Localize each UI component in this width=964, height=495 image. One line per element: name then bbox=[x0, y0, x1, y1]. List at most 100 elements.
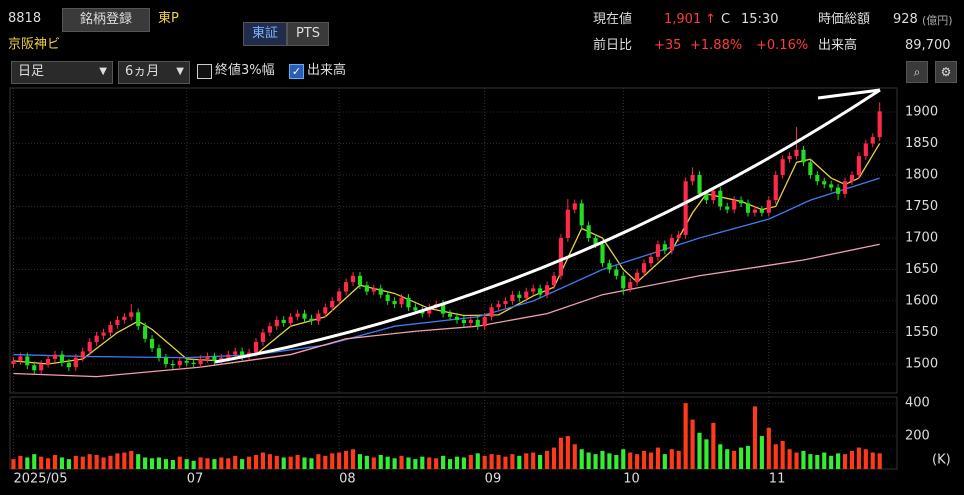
x-tick-label: 07 bbox=[187, 472, 204, 487]
candle-body bbox=[725, 206, 730, 210]
volume-bar bbox=[350, 449, 356, 469]
x-tick-label: 09 bbox=[485, 472, 502, 487]
volume-bar bbox=[849, 450, 855, 469]
volume-bar bbox=[413, 459, 418, 469]
volume-bar bbox=[641, 450, 647, 469]
volume-bar bbox=[461, 457, 466, 469]
candle-body bbox=[877, 111, 882, 138]
volume-bar bbox=[80, 456, 85, 469]
volume-bar bbox=[725, 449, 730, 469]
volume-bar bbox=[551, 447, 557, 469]
candle-body bbox=[815, 174, 820, 182]
candle-body bbox=[676, 234, 681, 238]
volume-bar bbox=[399, 455, 404, 469]
candle-body bbox=[219, 357, 224, 361]
candle-body bbox=[842, 181, 848, 194]
volume-bar bbox=[773, 444, 778, 469]
volume-bar bbox=[697, 432, 702, 469]
volume-bar bbox=[25, 457, 30, 469]
volume-bar bbox=[253, 454, 259, 469]
x-tick-label: 2025/05 bbox=[13, 472, 67, 487]
exchange-tab[interactable]: 東証 bbox=[243, 22, 287, 46]
volume-bar bbox=[593, 454, 598, 469]
checkbox-label: 終値3%幅 bbox=[215, 63, 275, 78]
candle-body bbox=[156, 348, 162, 358]
candle-body bbox=[496, 304, 501, 308]
select-text: 6ヵ月 bbox=[125, 64, 160, 79]
candle-body bbox=[766, 200, 771, 213]
candle-body bbox=[267, 326, 272, 333]
volume-bar bbox=[745, 445, 751, 469]
volume-bar bbox=[371, 457, 376, 469]
volume-bar bbox=[877, 453, 882, 469]
volume-bar bbox=[309, 458, 314, 469]
candle-body bbox=[531, 288, 536, 292]
register-button[interactable]: 銘柄登録 bbox=[62, 8, 150, 32]
checkbox[interactable] bbox=[197, 64, 212, 79]
volume-bar bbox=[441, 455, 446, 469]
volume-bar bbox=[323, 455, 328, 469]
volume-bar bbox=[510, 454, 515, 469]
volume-bar bbox=[600, 450, 605, 469]
candle-body bbox=[593, 237, 598, 245]
candle-body bbox=[39, 364, 44, 371]
range-select[interactable]: 6ヵ月 ▼ bbox=[118, 61, 190, 84]
settings-button[interactable]: ⚙ bbox=[935, 61, 957, 83]
candle-body bbox=[711, 190, 716, 201]
x-tick-label: 08 bbox=[339, 472, 356, 487]
volume-bar bbox=[87, 454, 92, 469]
candle-body bbox=[108, 324, 113, 333]
candle-body bbox=[378, 288, 383, 295]
candle-body bbox=[635, 272, 640, 283]
caret: ▼ bbox=[99, 66, 107, 77]
checkbox-checked[interactable]: ✓ bbox=[289, 64, 304, 79]
period-select[interactable]: 日足 ▼ bbox=[11, 61, 113, 84]
candle-body bbox=[732, 200, 737, 210]
exchange-tab[interactable]: PTS bbox=[287, 22, 329, 46]
candle-body bbox=[683, 181, 688, 235]
candle-body bbox=[413, 307, 418, 311]
candle-body bbox=[780, 159, 785, 175]
candle-body bbox=[468, 319, 473, 324]
y-tick-label: 400 bbox=[905, 396, 930, 411]
candle-body bbox=[364, 285, 369, 292]
candle-body bbox=[32, 365, 37, 371]
volume-bar bbox=[11, 459, 16, 469]
time: 15:30 bbox=[741, 12, 779, 27]
candle-body bbox=[274, 319, 279, 327]
volume-bar bbox=[32, 454, 37, 469]
candle-body bbox=[648, 256, 654, 264]
y-tick-label: 1500 bbox=[905, 357, 938, 372]
price: 1,901 bbox=[664, 12, 702, 27]
volume-bar bbox=[544, 450, 550, 469]
select-text: 日足 bbox=[18, 64, 45, 79]
volume-bar bbox=[718, 444, 723, 469]
zoom-button[interactable]: ⌕ bbox=[906, 61, 928, 83]
volume-bar bbox=[344, 450, 349, 469]
trend-arrow-head bbox=[817, 88, 881, 100]
volume-bar bbox=[330, 453, 335, 469]
volume-bar bbox=[822, 452, 827, 469]
candle-body bbox=[745, 203, 751, 213]
volume-bar bbox=[385, 456, 390, 469]
volume-bar bbox=[143, 457, 148, 469]
candle-body bbox=[323, 307, 328, 314]
candle-body bbox=[184, 360, 189, 363]
y-tick-label: 1850 bbox=[905, 136, 938, 151]
volume-bar bbox=[198, 457, 203, 469]
volume-bar bbox=[538, 454, 543, 469]
candle-body bbox=[281, 319, 286, 324]
candle-body bbox=[392, 300, 397, 305]
candle-body bbox=[503, 300, 508, 305]
volume-bar bbox=[316, 454, 321, 469]
candle-body bbox=[759, 209, 764, 213]
candle-body bbox=[870, 137, 875, 144]
candle-body bbox=[704, 193, 709, 201]
volume-bar bbox=[212, 459, 217, 469]
y-tick-label: 1650 bbox=[905, 262, 938, 277]
candle-body bbox=[454, 316, 460, 320]
price-frame bbox=[9, 87, 898, 394]
volume-bar bbox=[454, 456, 460, 469]
candle-body bbox=[628, 282, 633, 289]
